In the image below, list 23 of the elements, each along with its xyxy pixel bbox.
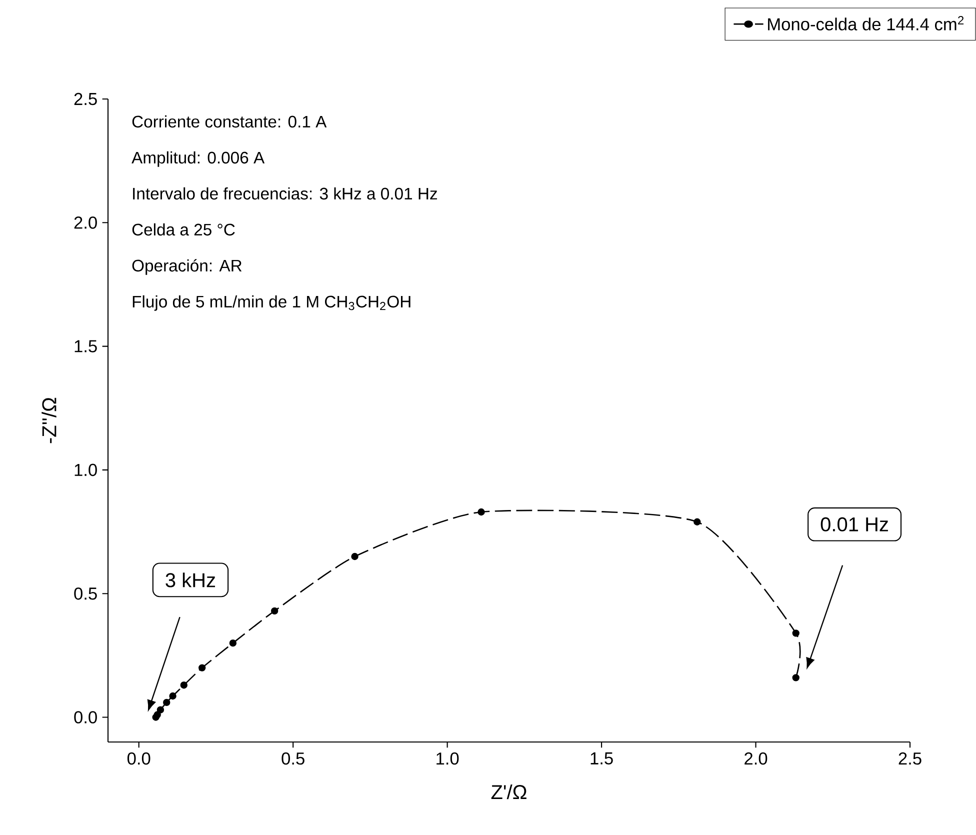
y-tick-label: 0.0 (74, 711, 97, 724)
annotation: Celda a 25 °C (132, 223, 235, 236)
x-tick-label: 2.0 (744, 752, 768, 765)
y-tick-label: 2.5 (74, 92, 97, 106)
annotation: Intervalo de frecuencias: 3 kHz a 0.01 Hz (133, 187, 437, 200)
legend-label: Mono-celda de 144.4 cm$^{2}$ (768, 16, 964, 30)
y-axis-title: -Z''/Ω (42, 398, 56, 444)
annotation: Flujo de 5 mL/min de 1 M CH$_{3}$CH$_{2}$OH (132, 295, 410, 311)
x-axis-title: Z'/Ω (491, 784, 526, 800)
annotation: Corriente constante: 0.1 A (132, 115, 327, 128)
x-tick-label: 0.0 (127, 752, 150, 765)
y-tick-label: 2.0 (74, 216, 97, 229)
annotation: Amplitud: 0.006 A (132, 151, 265, 167)
annotation: 3 kHz (166, 572, 216, 588)
x-tick-label: 2.5 (898, 752, 922, 765)
annotation: 0.01 Hz (820, 517, 888, 532)
y-tick-label: 0.5 (74, 587, 97, 600)
annotation: Operación: AR (132, 259, 242, 275)
y-tick-label: 1.0 (74, 464, 97, 476)
x-tick-label: 1.5 (590, 752, 613, 764)
x-tick-label: 0.5 (282, 752, 304, 765)
x-tick-label: 1.0 (436, 752, 459, 765)
y-tick-label: 1.5 (74, 340, 97, 352)
